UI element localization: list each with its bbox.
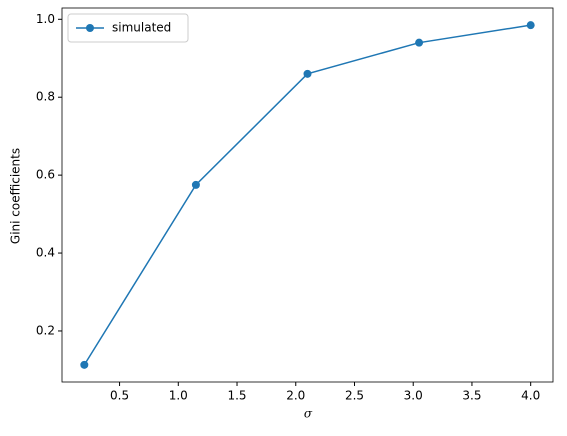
x-tick-label: 3.5 [462,389,481,403]
y-tick-label: 0.6 [36,168,55,182]
x-tick-label: 2.0 [286,389,305,403]
marker [191,180,200,189]
marker [80,360,89,369]
y-tick-label: 0.8 [36,90,55,104]
x-tick-label: 1.0 [169,389,188,403]
marker [415,38,424,47]
legend-marker [86,24,94,32]
y-tick-label: 0.4 [36,246,55,260]
x-axis-label: σ [304,407,313,421]
y-tick-label: 1.0 [36,12,55,26]
x-tick-label: 2.5 [345,389,364,403]
marker [303,69,312,78]
x-tick-label: 0.5 [110,389,129,403]
y-axis-label: Gini coefficients [9,148,23,244]
legend-label: simulated [112,21,171,35]
legend-box [67,13,189,43]
plot-frame [61,7,554,383]
x-tick-label: 4.0 [521,389,540,403]
x-tick-label: 1.5 [227,389,246,403]
marker [526,21,535,30]
y-tick-label: 0.2 [36,323,55,337]
x-tick-label: 3.0 [404,389,423,403]
